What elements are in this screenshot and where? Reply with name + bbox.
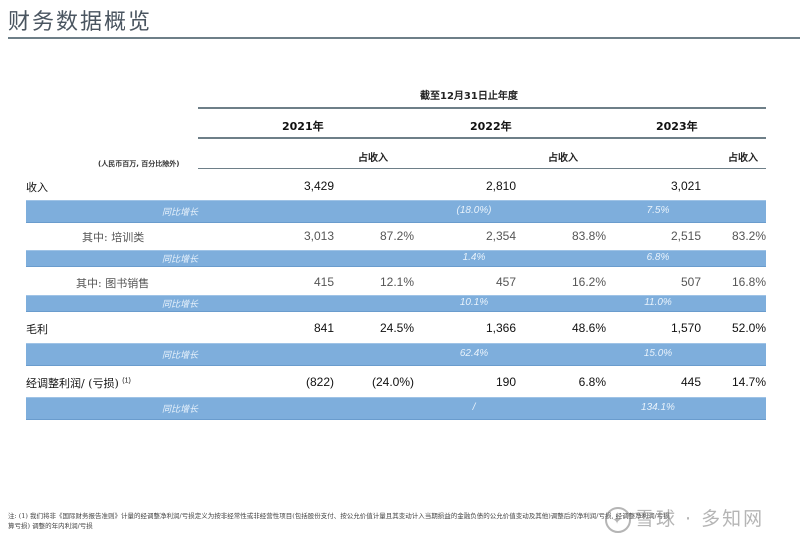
value-2022: 190 [495, 375, 516, 389]
row-label: 毛利 [26, 323, 48, 336]
value-2021: 3,429 [303, 179, 334, 193]
pct-2023: 16.8% [731, 275, 766, 289]
row-label: 其中: 培训类 [82, 231, 145, 244]
table-row-book-sales: 其中: 图书销售 415 12.1% 457 16.2% 507 16.8% [26, 272, 766, 294]
pct-of-revenue-header-2022: 占收入 [548, 153, 578, 164]
year-header-2021: 2021年 [282, 120, 324, 133]
pct-2023: 83.2% [731, 229, 766, 243]
pct-2021: 12.1% [379, 275, 414, 289]
table-row-revenue: 收入 3,429 2,810 3,021 [26, 176, 766, 198]
pct-2023: 14.7% [731, 375, 766, 389]
yoy-band-gross-profit: 同比增长 62.4% 15.0% [26, 343, 766, 366]
pct-2021: (24.0%) [371, 375, 414, 389]
yoy-2022: 62.4% [459, 348, 489, 359]
footnote-line-2: 算亏损) 调整的年内利润/亏损 [8, 522, 93, 530]
footnote-marker: (1) [122, 377, 131, 385]
table-row-training: 其中: 培训类 3,013 87.2% 2,354 83.8% 2,515 83… [26, 226, 766, 248]
yoy-label: 同比增长 [162, 208, 199, 218]
period-label: 截至12月31日止年度 [420, 91, 518, 102]
yoy-label: 同比增长 [162, 351, 199, 361]
unit-rule [198, 168, 766, 169]
pct-2022: 48.6% [571, 321, 606, 335]
value-2023: 1,570 [670, 321, 701, 335]
yoy-2023: 11.0% [644, 297, 672, 308]
value-2023: 445 [680, 375, 701, 389]
value-2023: 2,515 [670, 229, 701, 243]
row-label: 收入 [26, 181, 48, 194]
pct-2022: 16.2% [571, 275, 606, 289]
row-label-text: 经调整利润/ (亏损) [26, 377, 119, 390]
yoy-2022: / [472, 402, 476, 413]
value-2023: 507 [680, 275, 701, 289]
table-row-gross-profit: 毛利 841 24.5% 1,366 48.6% 1,570 52.0% [26, 318, 766, 340]
yoy-2022: 10.1% [459, 297, 489, 308]
value-2022: 2,354 [485, 229, 516, 243]
pct-of-revenue-header-2023: 占收入 [728, 153, 758, 164]
yoy-label: 同比增长 [162, 255, 199, 265]
value-2022: 2,810 [485, 179, 516, 193]
row-label: 其中: 图书销售 [76, 277, 150, 290]
yoy-label: 同比增长 [162, 405, 199, 415]
value-2021: (822) [305, 375, 334, 389]
value-2021: 3,013 [303, 229, 334, 243]
yoy-band-revenue: 同比增长 (18.0%) 7.5% [26, 200, 766, 223]
unit-note: (人民币百万, 百分比除外) [98, 160, 180, 168]
pct-2021: 87.2% [379, 229, 414, 243]
row-label: 经调整利润/ (亏损) (1) [26, 375, 131, 391]
pct-of-revenue-header-2021: 占收入 [358, 153, 388, 164]
yoy-band-adjusted-profit: 同比增长 / 134.1% [26, 397, 766, 420]
footnote-line-1: 注: (1) 我们将非《国际财务报告准则》计量的经调整净利润/亏损定义为按非经常… [8, 512, 670, 520]
yoy-2022: (18.0%) [456, 205, 492, 216]
snowball-logo-icon: ✦ [605, 506, 631, 533]
pct-2022: 6.8% [578, 375, 606, 389]
yoy-2023: 6.8% [646, 252, 670, 263]
yoy-band-book-sales: 同比增长 10.1% 11.0% [26, 295, 766, 312]
year-header-2022: 2022年 [470, 120, 512, 133]
table-top-rule [198, 107, 766, 109]
yoy-band-training: 同比增长 1.4% 6.8% [26, 250, 766, 267]
value-2021: 841 [313, 321, 334, 335]
value-2021: 415 [313, 275, 334, 289]
pct-2022: 83.8% [571, 229, 606, 243]
footnote: 注: (1) 我们将非《国际财务报告准则》计量的经调整净利润/亏损定义为按非经常… [8, 511, 788, 531]
title-divider [8, 37, 800, 39]
yoy-2023: 7.5% [646, 205, 670, 216]
year-header-rule [198, 137, 766, 139]
yoy-2023: 134.1% [641, 402, 675, 413]
pct-2021: 24.5% [379, 321, 414, 335]
yoy-2023: 15.0% [643, 348, 673, 359]
page-title: 财务数据概览 [8, 10, 153, 35]
yoy-2022: 1.4% [462, 252, 486, 263]
watermark-text: 雪球 · 多知网 [635, 508, 765, 530]
value-2022: 457 [495, 275, 516, 289]
value-2022: 1,366 [485, 321, 516, 335]
yoy-label: 同比增长 [162, 300, 199, 310]
watermark: ✦ 雪球 · 多知网 [605, 504, 764, 533]
year-header-2023: 2023年 [656, 120, 698, 133]
value-2023: 3,021 [670, 179, 701, 193]
table-row-adjusted-profit: 经调整利润/ (亏损) (1) (822) (24.0%) 190 6.8% 4… [26, 372, 766, 394]
pct-2023: 52.0% [731, 321, 766, 335]
